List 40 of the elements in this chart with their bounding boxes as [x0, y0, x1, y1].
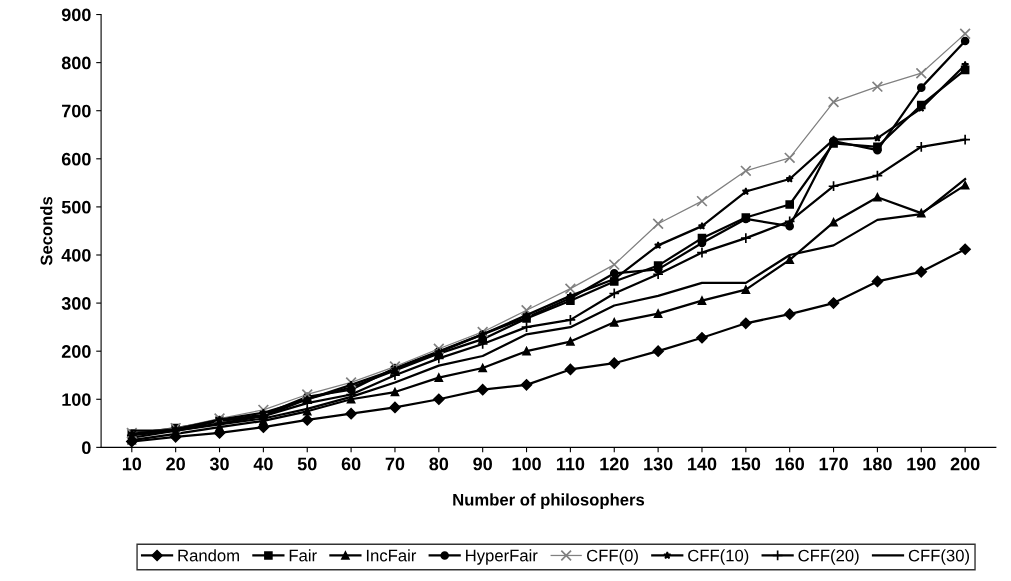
x-tick-label: 70	[385, 457, 405, 471]
x-axis-title: Number of philosophers	[453, 493, 645, 509]
legend-label: Fair	[289, 549, 317, 562]
y-tick-label: 800	[61, 56, 91, 70]
y-tick-label: 600	[61, 152, 91, 166]
legend-label: CFF(0)	[587, 549, 638, 565]
legend-label: HyperFair	[466, 549, 538, 565]
y-tick-label: 900	[61, 8, 91, 22]
x-tick-label: 60	[341, 457, 361, 471]
y-tick-label: 0	[82, 441, 91, 455]
x-tick-label: 90	[473, 457, 492, 471]
y-tick-label: 700	[62, 104, 91, 118]
x-tick-label: 110	[556, 457, 585, 471]
x-tick-label: 180	[863, 457, 892, 471]
x-tick-label: 80	[429, 457, 449, 471]
legend-label: CFF(20)	[798, 549, 859, 565]
x-tick-label: 200	[950, 457, 980, 471]
x-tick-label: 150	[731, 457, 761, 471]
y-tick-label: 100	[62, 393, 91, 406]
x-tick-label: 140	[688, 457, 717, 471]
y-tick-label: 200	[61, 345, 91, 358]
y-tick-label: 400	[61, 248, 91, 262]
legend-label: Random	[178, 549, 239, 562]
legend-label: CFF(30)	[908, 549, 970, 565]
x-tick-label: 170	[819, 457, 848, 471]
x-tick-label: 190	[907, 457, 936, 471]
x-tick-label: 10	[122, 457, 142, 471]
x-tick-label: 130	[644, 457, 673, 471]
legend-label: IncFair	[366, 549, 417, 562]
x-tick-label: 30	[209, 457, 229, 471]
x-tick-label: 40	[253, 457, 273, 471]
legend-label: CFF(10)	[688, 549, 749, 565]
x-tick-label: 50	[297, 457, 317, 471]
y-tick-label: 500	[61, 200, 91, 214]
y-tick-label: 300	[61, 297, 91, 310]
x-tick-label: 20	[166, 457, 185, 471]
y-axis-title: Seconds	[40, 196, 53, 266]
x-tick-label: 160	[775, 457, 805, 471]
x-tick-label: 100	[512, 457, 541, 471]
x-tick-label: 120	[600, 457, 629, 471]
